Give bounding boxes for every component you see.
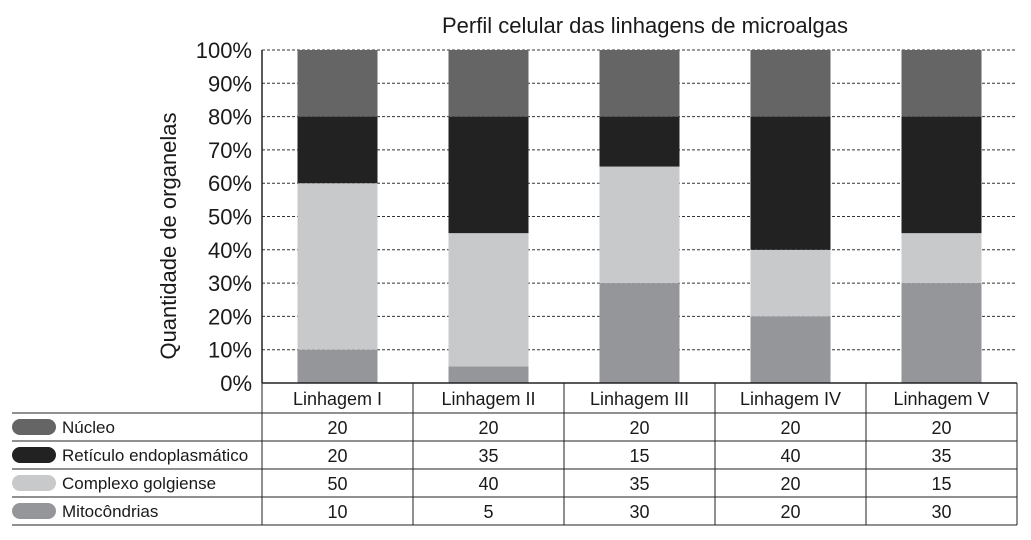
legend-swatch: [12, 503, 56, 519]
bar-segment: [448, 233, 529, 367]
table-cell-value: 20: [478, 418, 498, 438]
bar-segment: [448, 366, 529, 383]
y-tick-label: 60%: [208, 171, 252, 196]
table-cell-value: 50: [327, 474, 347, 494]
table-cell-value: 20: [780, 418, 800, 438]
table-cell-value: 20: [629, 418, 649, 438]
bar-segment: [901, 233, 982, 284]
bar-segment: [901, 283, 982, 383]
bar-segment: [750, 316, 831, 383]
bar-segment: [901, 50, 982, 117]
category-label: Linhagem III: [590, 389, 689, 409]
legend-label: Mitocôndrias: [62, 502, 158, 521]
table-cell-value: 20: [327, 418, 347, 438]
legend-label: Retículo endoplasmático: [62, 446, 248, 465]
bar-segment: [901, 116, 982, 234]
y-tick-label: 20%: [208, 304, 252, 329]
category-label: Linhagem II: [441, 389, 535, 409]
bar-segment: [750, 50, 831, 117]
table-cell-value: 40: [780, 446, 800, 466]
bar-segment: [750, 116, 831, 250]
bar-segment: [599, 166, 680, 284]
table-cell-value: 40: [478, 474, 498, 494]
y-tick-label: 50%: [208, 205, 252, 230]
table-cell-value: 5: [483, 502, 493, 522]
bar-segment: [599, 283, 680, 383]
bar-segment: [297, 116, 378, 184]
table-cell-value: 15: [931, 474, 951, 494]
bar-segment: [297, 50, 378, 117]
table-cell-value: 20: [780, 474, 800, 494]
table-cell-value: 20: [780, 502, 800, 522]
bar-segment: [599, 50, 680, 117]
table-cell-value: 20: [327, 446, 347, 466]
legend-label: Núcleo: [62, 418, 115, 437]
y-tick-label: 0%: [220, 371, 252, 396]
bar-segment: [750, 249, 831, 317]
table-cell-value: 35: [629, 474, 649, 494]
y-tick-label: 10%: [208, 338, 252, 363]
bar-segment: [448, 116, 529, 234]
legend-swatch: [12, 447, 56, 463]
y-tick-labels: 0% 10% 20% 30% 40% 50% 60% 70% 80% 90% 100%: [196, 38, 252, 396]
legend-swatch: [12, 475, 56, 491]
category-label: Linhagem V: [893, 389, 989, 409]
table-cell-value: 30: [931, 502, 951, 522]
table-cell-value: 35: [931, 446, 951, 466]
table-cell-value: 20: [931, 418, 951, 438]
y-tick-label: 80%: [208, 105, 252, 130]
legend-swatch: [12, 419, 56, 435]
legend-label: Complexo golgiense: [62, 474, 216, 493]
table-cell-value: 35: [478, 446, 498, 466]
category-label: Linhagem I: [293, 389, 382, 409]
bar-segment: [297, 349, 378, 383]
bar-segment: [448, 50, 529, 117]
y-tick-label: 30%: [208, 271, 252, 296]
table-cell-value: 30: [629, 502, 649, 522]
chart-title: Perfil celular das linhagens de microalg…: [442, 13, 848, 38]
category-label: Linhagem IV: [740, 389, 841, 409]
table-cell-value: 10: [327, 502, 347, 522]
y-tick-label: 40%: [208, 238, 252, 263]
y-tick-label: 70%: [208, 138, 252, 163]
table-cell-value: 15: [629, 446, 649, 466]
bar-segment: [297, 183, 378, 350]
y-tick-label: 90%: [208, 71, 252, 96]
bars: [261, 50, 1017, 384]
bar-segment: [599, 116, 680, 167]
y-axis-label: Quantidade de organelas: [156, 112, 181, 359]
data-table: Linhagem I Linhagem II Linhagem III Linhage…: [12, 383, 1018, 526]
y-tick-label: 100%: [196, 38, 252, 63]
